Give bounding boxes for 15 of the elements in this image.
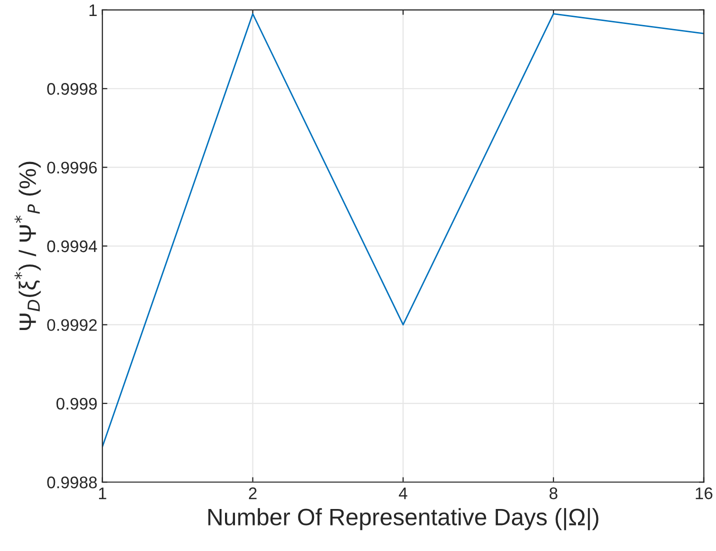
line-series bbox=[102, 13, 704, 448]
y-tick-label: 0.9992 bbox=[47, 319, 97, 331]
y-tick-label: 1 bbox=[90, 4, 97, 16]
x-tick-label: 8 bbox=[550, 487, 558, 500]
x-tick-label: 16 bbox=[696, 487, 712, 500]
y-axis-title: Ψ$_{D}$(ξ$^{*}$) / Ψ$^{*}$$_{P}$ (%) bbox=[14, 162, 41, 330]
y-tick-label: 0.9988 bbox=[47, 476, 97, 488]
y-tick-label: 0.9998 bbox=[47, 83, 97, 95]
x-tick-label: 2 bbox=[248, 487, 257, 500]
x-tick-label: 1 bbox=[99, 488, 106, 500]
y-tick-label: 0.9994 bbox=[47, 240, 98, 252]
x-tick-label: 4 bbox=[398, 488, 408, 500]
y-tick-label: 0.999 bbox=[56, 398, 97, 410]
y-tick-label: 0.9996 bbox=[47, 162, 97, 174]
x-axis-title: Number Of Representative Days (|Ω|) bbox=[208, 508, 598, 530]
